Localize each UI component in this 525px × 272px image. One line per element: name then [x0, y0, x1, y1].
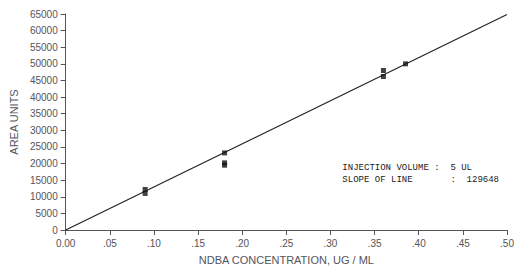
svg-text:.15: .15 [191, 238, 205, 249]
svg-text:NDBA CONCENTRATION, UG / ML: NDBA CONCENTRATION, UG / ML [199, 254, 374, 266]
svg-text:35000: 35000 [30, 108, 58, 119]
svg-text:10000: 10000 [30, 191, 58, 202]
svg-text:.25: .25 [279, 238, 293, 249]
svg-text:20000: 20000 [30, 158, 58, 169]
svg-text:65000: 65000 [30, 9, 58, 20]
svg-text:SLOPE OF LINE : 129648: SLOPE OF LINE : 129648 [342, 175, 499, 185]
svg-text:.30: .30 [324, 238, 338, 249]
svg-text:.10: .10 [147, 238, 161, 249]
svg-text:INJECTION VOLUME : 5 UL: INJECTION VOLUME : 5 UL [342, 163, 472, 173]
svg-text:.45: .45 [456, 238, 470, 249]
svg-text:55000: 55000 [30, 42, 58, 53]
svg-text:0.00: 0.00 [56, 238, 76, 249]
svg-text:60000: 60000 [30, 25, 58, 36]
svg-text:45000: 45000 [30, 75, 58, 86]
svg-text:50000: 50000 [30, 58, 58, 69]
svg-text:25000: 25000 [30, 141, 58, 152]
svg-text:40000: 40000 [30, 92, 58, 103]
svg-text:.50: .50 [500, 238, 514, 249]
svg-text:.05: .05 [103, 238, 117, 249]
svg-text:0: 0 [52, 225, 58, 236]
svg-text:.20: .20 [235, 238, 249, 249]
svg-text:AREA UNITS: AREA UNITS [8, 89, 20, 154]
svg-text:.40: .40 [412, 238, 426, 249]
svg-text:30000: 30000 [30, 125, 58, 136]
svg-text:.35: .35 [368, 238, 382, 249]
svg-text:5000: 5000 [35, 208, 58, 219]
svg-text:15000: 15000 [30, 175, 58, 186]
